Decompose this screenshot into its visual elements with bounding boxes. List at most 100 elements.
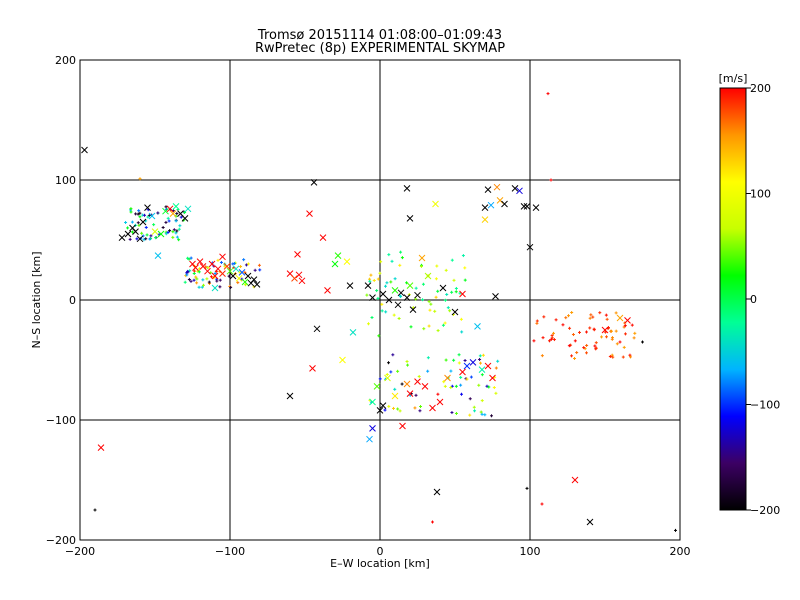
data-point-plus [480,373,484,377]
data-point-cross [616,314,624,322]
data-point-plus [427,324,431,328]
colorbar: [m/s] [719,72,748,511]
data-point-plus [130,230,134,234]
data-point-plus [443,298,447,302]
data-point-plus [197,285,201,289]
data-point-cross [474,323,481,330]
data-point-plus [414,297,418,301]
data-point-cross [313,325,321,333]
data-point-plus [243,283,247,287]
data-point-plus [633,331,637,335]
data-point-cross [132,228,139,235]
data-point-cross [399,422,406,430]
data-point-cross [391,392,399,400]
data-point-plus [481,353,485,357]
data-point-cross [219,253,226,261]
data-point-plus [444,358,448,362]
data-point-plus [444,268,448,272]
data-point-plus [175,235,179,239]
data-point-plus [365,293,369,297]
data-point-plus [450,258,454,262]
data-point-cross [291,275,298,282]
data-point-plus [429,302,433,306]
data-point-cross [229,272,237,280]
data-point-plus [454,286,458,290]
data-point-plus [584,351,588,355]
data-point-cross [81,146,88,154]
data-point-cross [406,282,414,289]
data-point-plus [387,361,391,365]
data-point-plus [628,353,632,357]
data-point-plus [434,295,438,299]
data-point-plus [611,355,615,359]
data-point-plus [409,325,413,329]
data-point-plus [460,392,464,396]
data-point-plus [209,275,213,279]
data-point-plus [175,229,179,233]
colorbar-gradient [719,87,747,511]
data-point-plus [197,270,201,274]
data-point-plus [609,329,613,333]
data-point-cross [369,425,376,432]
data-point-plus [219,260,223,264]
data-point-plus [242,258,246,262]
data-point-cross [501,200,508,208]
data-point-cross [124,230,132,238]
colorbar-ticks: 200 100 0 −100 −200 [746,82,780,517]
data-point-plus [463,278,467,282]
data-point-plus [549,178,553,182]
data-point-plus [368,279,372,283]
data-point-plus [218,278,222,282]
data-point-plus [183,280,187,284]
grid-lines [80,60,680,540]
data-point-cross [403,294,411,301]
data-point-cross [586,518,594,526]
data-point-cross [459,290,466,298]
data-point-plus [622,345,626,349]
data-point-plus [229,285,233,289]
data-point-plus [492,386,496,390]
data-point-plus [129,207,133,211]
data-point-cross [331,260,339,268]
data-point-plus [428,308,432,312]
data-point-plus [389,280,393,284]
data-point-plus [195,277,199,281]
data-point-plus [450,411,454,415]
data-point-plus [570,310,574,314]
data-point-cross [418,254,426,262]
data-point-plus [175,212,179,216]
data-point-plus [487,385,491,389]
data-point-cross [385,296,393,304]
data-point-cross [162,207,169,215]
data-point-plus [463,358,467,362]
data-point-cross [376,407,384,414]
data-point-plus [535,321,539,325]
data-point-cross [226,267,234,275]
data-point-plus [525,486,529,490]
data-point-plus [240,277,244,281]
data-point-cross [516,187,523,195]
data-point-plus [564,316,568,320]
data-point-plus [178,224,182,228]
data-point-plus [547,339,551,343]
data-point-plus [369,273,373,277]
colorbar-label: [m/s] [719,72,748,85]
data-point-plus [366,322,370,326]
data-point-cross [463,362,471,370]
data-point-plus [461,254,465,258]
data-point-plus [589,313,593,317]
x-axis-ticks: −200 −100 0 100 200 [65,534,691,558]
data-point-plus [389,370,393,374]
data-point-plus [400,382,404,386]
data-point-cross [295,271,303,279]
data-point-cross [496,197,504,204]
x-tick-label: 100 [520,545,541,558]
data-point-plus [136,212,140,216]
data-point-plus [436,329,440,333]
data-point-cross [478,366,486,373]
data-point-plus [421,282,425,286]
data-point-cross [481,204,489,211]
data-point-plus [449,385,453,389]
data-point-plus [593,344,597,348]
